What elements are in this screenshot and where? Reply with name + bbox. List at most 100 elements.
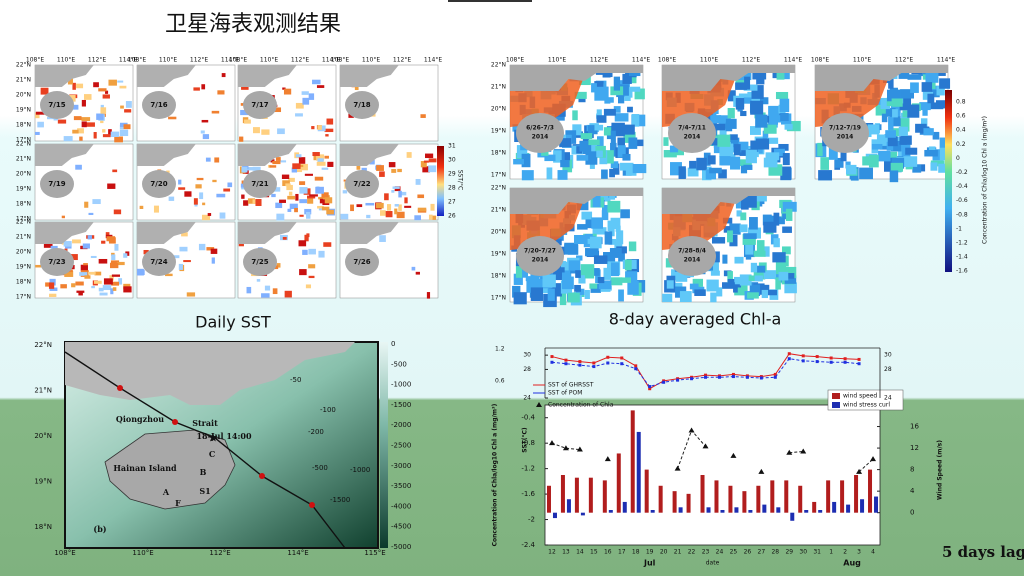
sst-pixel [211,110,220,114]
bar [560,475,565,513]
sst-pixel [321,167,329,170]
chl-pixel [905,147,918,155]
chl-pixel [898,68,910,79]
hainan-island [668,236,716,276]
hainan-island [243,248,277,276]
sst-point [550,355,554,359]
x-tick-label: 27 [758,549,766,556]
chl-pixel [561,276,574,290]
sst-point [745,375,749,379]
chl-pixel [722,254,728,264]
chl-map [509,64,647,181]
lon-label: 114°E [119,57,137,64]
chl-pixel [598,280,612,290]
chl-pixel [577,224,588,230]
sst-pixel [101,240,106,244]
legend-swatch [832,402,840,408]
x-tick-label: 24 [716,549,724,556]
sst-pixel [184,191,192,197]
panel-period: 6/26-7/3 [526,125,554,132]
chl-pixel [775,115,785,123]
chl-pixel [718,169,727,179]
colorbar-tick: -1 [956,225,962,232]
sst-pixel [98,258,108,264]
sst-pixel [252,199,258,204]
sst-pixel [57,119,67,124]
sst-pixel [312,152,320,157]
chl-pixel [743,97,752,104]
sst-pixel [84,275,91,279]
chl-pixel [605,97,614,103]
sst-pixel [340,213,349,220]
sst-pixel [81,121,87,128]
chl-pixel [603,127,616,136]
hainan-island [243,170,277,198]
chl-pixel [735,82,748,90]
bar [874,496,879,513]
chl-pixel [613,106,621,113]
sst-pixel [105,90,109,94]
sst-pixel [73,116,82,121]
y-tick-label: -0.8 [521,439,535,447]
bar [574,477,579,513]
chl-pixel [845,164,857,175]
chl-pixel [920,118,928,127]
sst-pixel [308,264,316,269]
sst-pixel [102,94,110,99]
sst-map [34,143,134,221]
chl-pixel [603,252,616,263]
colorbar-tick: -500 [391,360,407,368]
sst-pixel [255,199,262,206]
sst-pixel [323,242,332,247]
sst-pixel [178,187,186,190]
month-label: Aug [843,559,861,568]
x-tick-label: 2 [843,549,847,556]
sst-pixel [45,282,53,287]
lat-label: 17°N [491,172,506,179]
sst-pixel [100,107,107,114]
chl-pixel [627,280,639,295]
sst-pixel [271,193,276,198]
chl-pixel [751,284,761,297]
chl-pixel [679,291,692,303]
sst-point [592,361,596,365]
bar [854,475,859,513]
sst-pixel [105,232,110,236]
chl-map [661,64,801,181]
bar [644,469,649,513]
sst-point [787,352,791,356]
sst-pixel [317,125,322,130]
chl-pixel [513,292,527,305]
sst-pixel [397,168,402,173]
bar [720,510,725,513]
lat-label: 21°N [16,156,31,163]
bar [756,485,761,513]
sst-line [551,358,860,388]
chl-pixel [932,131,940,140]
sst-point [606,361,610,365]
sst-pixel [99,292,108,296]
sst-pixel [307,195,316,199]
chl-pixel [617,84,629,96]
sst-point [620,356,624,360]
map-label: 18-Jul 14:00 [196,431,252,441]
colorbar-tick: -1.6 [956,268,968,275]
chl-pixel [725,118,737,129]
chl-pixel [737,287,745,294]
sst-pixel [87,235,92,240]
hainan-island [40,170,74,198]
chl-pixel [707,155,716,165]
chl-pixel [742,234,756,245]
bar [714,480,719,513]
lat-label: 20°N [16,92,31,99]
chl-pixel [585,151,598,165]
sst-pixel [125,251,130,256]
chl-pixel [778,143,789,151]
sst-point [648,385,652,389]
sst-pixel [80,264,88,271]
lat-label: 17°N [16,137,31,144]
chl-pixel [575,270,581,278]
sst-pixel [219,212,226,219]
chl-pixel [564,242,579,255]
